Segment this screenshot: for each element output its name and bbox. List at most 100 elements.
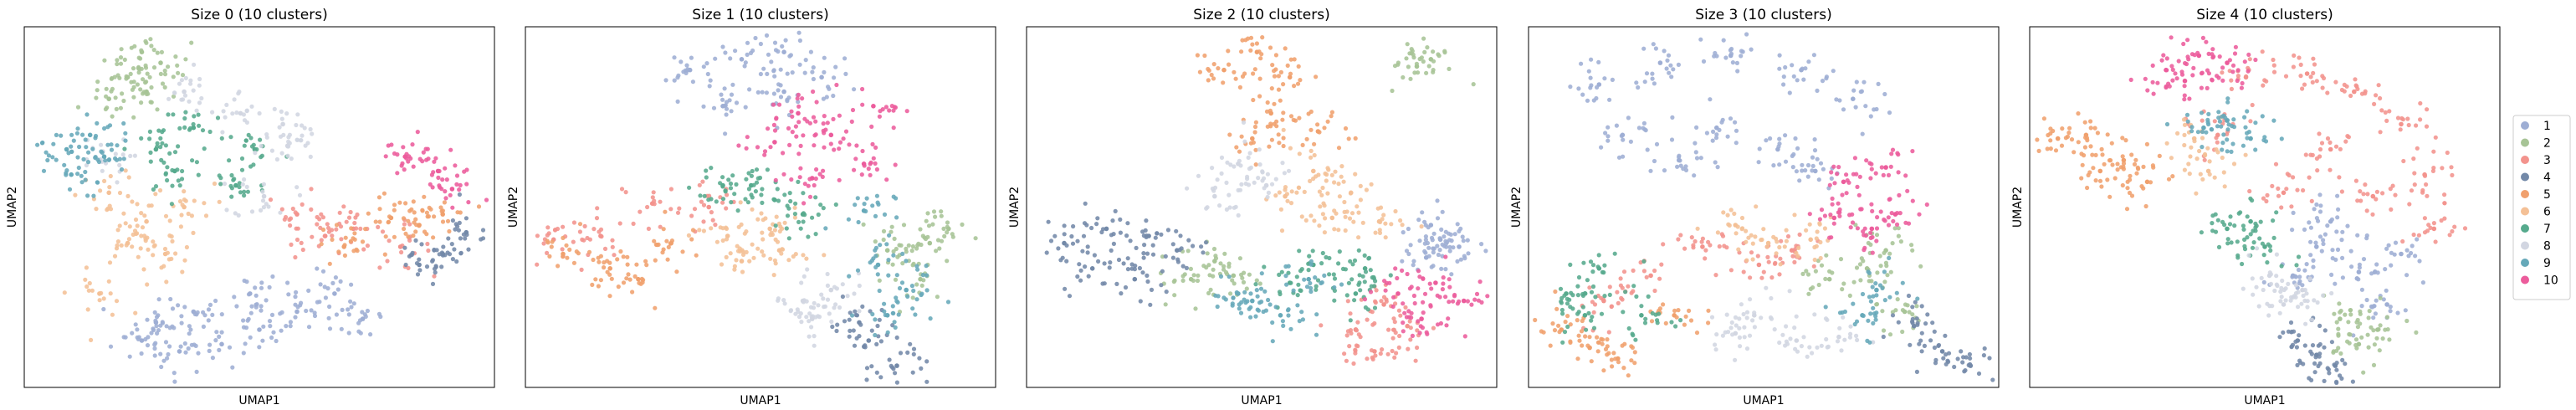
- cell-point: [172, 90, 177, 95]
- cell-point: [1417, 331, 1422, 336]
- cell-point: [1844, 172, 1849, 177]
- cell-point: [237, 184, 242, 190]
- cell-point: [131, 95, 136, 100]
- cell-point: [430, 185, 435, 190]
- cell-point: [1269, 86, 1274, 91]
- cell-point: [123, 131, 128, 136]
- cell-point: [1315, 122, 1320, 127]
- legend-item-5: 5: [2521, 188, 2551, 202]
- cell-point: [166, 351, 171, 357]
- cell-point: [812, 143, 817, 148]
- cell-point: [406, 265, 411, 270]
- cell-point: [1268, 121, 1273, 126]
- data-point: [1799, 67, 1804, 73]
- cell-point: [118, 61, 124, 66]
- cell-point: [1609, 357, 1614, 362]
- data-point: [2191, 136, 2197, 141]
- cell-point: [2261, 83, 2266, 88]
- cell-point: [899, 243, 904, 248]
- cell-point: [2120, 136, 2125, 141]
- cell-point: [2371, 328, 2376, 333]
- cell-point: [156, 313, 161, 318]
- cell-point: [1755, 254, 1760, 259]
- cell-point: [1429, 235, 1435, 240]
- cell-point: [1281, 127, 1286, 132]
- cell-point: [51, 141, 56, 146]
- cell-point: [1241, 120, 1247, 125]
- cell-point: [1559, 300, 1564, 305]
- cell-point: [1676, 62, 1681, 67]
- cell-point: [1669, 137, 1675, 142]
- cell-point: [412, 210, 417, 215]
- series-7: [1558, 251, 1683, 345]
- cell-point: [1368, 268, 1373, 273]
- cell-point: [773, 237, 778, 242]
- cell-point: [2261, 279, 2266, 284]
- cell-point: [259, 308, 264, 313]
- cell-point: [443, 196, 448, 201]
- cell-point: [2254, 284, 2259, 290]
- cell-point: [591, 257, 596, 263]
- cell-point: [2414, 330, 2419, 335]
- cell-point: [1797, 232, 1802, 237]
- cell-point: [1744, 258, 1749, 263]
- cell-point: [2439, 218, 2444, 223]
- cell-point: [924, 273, 930, 278]
- cell-point: [1237, 149, 1242, 154]
- panel-title: Size 2 (10 clusters): [1193, 7, 1330, 23]
- cell-point: [2395, 115, 2401, 120]
- cell-point: [79, 173, 84, 178]
- cell-point: [1871, 294, 1876, 299]
- cell-point: [1805, 354, 1810, 359]
- cell-point: [855, 196, 860, 201]
- cell-point: [1807, 345, 1812, 350]
- cell-point: [874, 193, 879, 198]
- cell-point: [2265, 260, 2270, 265]
- cell-point: [797, 175, 802, 180]
- cell-point: [1461, 238, 1466, 243]
- cell-point: [1764, 244, 1769, 249]
- cell-point: [102, 126, 107, 131]
- cell-point: [1858, 90, 1863, 95]
- cell-point: [791, 254, 796, 259]
- cell-point: [1191, 273, 1196, 278]
- cell-point: [561, 235, 566, 240]
- cell-point: [376, 195, 382, 200]
- cell-point: [2092, 126, 2097, 131]
- cell-point: [1210, 186, 1215, 192]
- cell-point: [1313, 275, 1318, 280]
- cell-point: [1800, 162, 1805, 167]
- cell-point: [876, 334, 881, 339]
- cell-point: [2278, 299, 2283, 304]
- cell-point: [1188, 266, 1193, 271]
- cell-point: [2303, 321, 2308, 326]
- cell-point: [171, 74, 176, 79]
- cell-point: [1812, 148, 1818, 153]
- cell-point: [804, 315, 809, 320]
- data-point: [687, 67, 693, 73]
- cell-point: [120, 91, 125, 96]
- data-point: [2399, 251, 2404, 257]
- cell-point: [300, 123, 305, 128]
- cell-point: [2378, 295, 2383, 300]
- cell-point: [386, 143, 391, 148]
- cell-point: [2334, 320, 2339, 325]
- series-6: [1264, 127, 1424, 240]
- cell-point: [1863, 104, 1868, 109]
- cell-point: [885, 330, 890, 335]
- cell-point: [355, 249, 360, 254]
- data-point: [1648, 273, 1653, 279]
- cell-point: [2250, 197, 2255, 203]
- cell-point: [1258, 56, 1263, 61]
- cell-point: [196, 112, 201, 117]
- cell-point: [1251, 97, 1256, 103]
- cell-point: [443, 189, 448, 194]
- cell-point: [2271, 235, 2276, 240]
- cell-point: [1449, 272, 1454, 277]
- cell-point: [2293, 295, 2298, 300]
- cell-point: [2393, 240, 2399, 245]
- cell-point: [2278, 289, 2283, 295]
- cell-point: [2128, 173, 2133, 178]
- cell-point: [792, 215, 798, 220]
- cell-point: [141, 77, 146, 82]
